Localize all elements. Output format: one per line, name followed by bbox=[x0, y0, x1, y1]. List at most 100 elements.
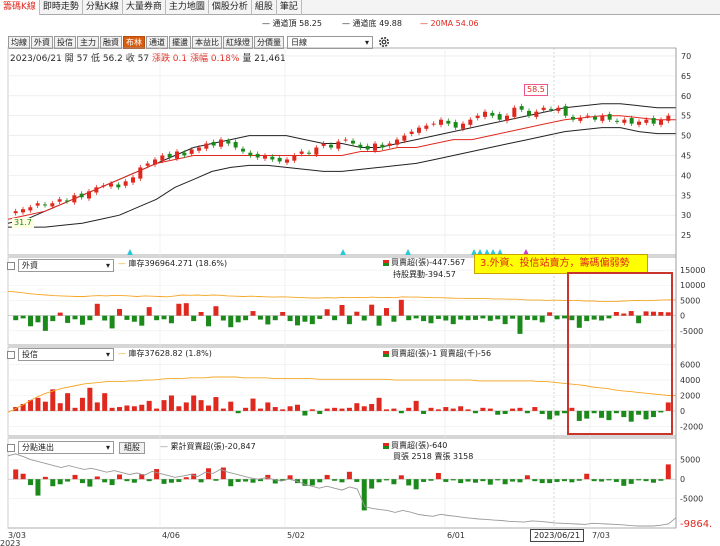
btn-price-volume[interactable]: 分價量 bbox=[254, 35, 284, 49]
flow-bar bbox=[346, 315, 352, 325]
legend-lower-band: — 通道底 49.88 bbox=[342, 19, 402, 28]
candle-body bbox=[666, 115, 671, 121]
flow-bar bbox=[87, 479, 93, 487]
candle-body bbox=[629, 118, 634, 124]
flow-bar bbox=[139, 315, 145, 326]
tab-main-map[interactable]: 主力地圖 bbox=[166, 0, 209, 15]
flow-bar bbox=[109, 479, 115, 486]
flow-bar bbox=[465, 409, 471, 411]
flow-bar bbox=[443, 407, 449, 411]
flow-bar bbox=[287, 315, 293, 322]
foreign-buy-value: 買賣超(張)-447.567 bbox=[391, 258, 466, 267]
flow-bar bbox=[406, 407, 412, 411]
branch-select[interactable]: 分點進出 ▾ bbox=[18, 441, 114, 454]
tab-major-brokers[interactable]: 大量券商 bbox=[123, 0, 166, 15]
tab-stock-analysis[interactable]: 個股分析 bbox=[209, 0, 252, 15]
flow-bar bbox=[376, 315, 382, 326]
flow-bar bbox=[391, 479, 397, 485]
flow-bar bbox=[613, 479, 619, 482]
flow-bar bbox=[443, 479, 449, 482]
flow-bar bbox=[547, 479, 553, 484]
foreign-select[interactable]: 外資 ▾ bbox=[18, 259, 114, 272]
flow-bar bbox=[87, 315, 93, 321]
btn-channel[interactable]: 通道 bbox=[146, 35, 168, 49]
info-change: 漲跌 0.1 bbox=[151, 54, 188, 64]
flow-bar bbox=[495, 410, 501, 415]
sub-tick-label: 15000 bbox=[680, 266, 705, 275]
btn-margin[interactable]: 融資 bbox=[100, 35, 122, 49]
btn-ma[interactable]: 均線 bbox=[8, 35, 30, 49]
flow-bar bbox=[599, 479, 605, 482]
trust-checkbox[interactable] bbox=[7, 350, 15, 359]
flow-bar bbox=[117, 474, 123, 480]
chevron-down-icon: ▾ bbox=[105, 443, 110, 452]
btn-bollinger[interactable]: 布林 bbox=[123, 35, 145, 49]
candle-body bbox=[101, 185, 106, 187]
flow-bar bbox=[131, 406, 137, 411]
gear-icon[interactable] bbox=[377, 35, 391, 49]
date-tick-label: 7/03 bbox=[592, 531, 610, 540]
tab-notes[interactable]: 筆記 bbox=[277, 0, 302, 15]
tab-group[interactable]: 組股 bbox=[252, 0, 277, 15]
flow-bar bbox=[220, 315, 226, 321]
btn-pe[interactable]: 本益比 bbox=[192, 35, 222, 49]
flow-bar bbox=[280, 311, 286, 316]
candle-body bbox=[600, 115, 605, 121]
flow-bar bbox=[346, 407, 352, 411]
btn-trust[interactable]: 投信 bbox=[54, 35, 76, 49]
flow-bar bbox=[524, 410, 530, 414]
candle-body bbox=[417, 127, 421, 133]
flow-bar bbox=[117, 308, 123, 316]
flow-bar bbox=[79, 397, 85, 411]
candle-body bbox=[578, 117, 583, 121]
flow-bar bbox=[265, 402, 271, 411]
trust-select-value: 投信 bbox=[22, 350, 38, 359]
flow-bar bbox=[50, 315, 56, 322]
flow-bar bbox=[502, 479, 508, 485]
sub-tick-label: 0 bbox=[680, 475, 685, 484]
flow-bar bbox=[480, 407, 486, 411]
foreign-checkbox[interactable] bbox=[7, 261, 15, 270]
info-date: 2023/06/21 bbox=[10, 54, 62, 64]
flow-bar bbox=[465, 315, 471, 321]
group-button[interactable]: 組股 bbox=[119, 441, 145, 454]
flow-bar bbox=[547, 410, 553, 420]
candle-body bbox=[336, 141, 341, 149]
flow-bar bbox=[235, 315, 241, 323]
candle-body bbox=[622, 119, 627, 123]
candle-body bbox=[255, 153, 260, 158]
tab-chip-kline[interactable]: 籌碼K線 bbox=[0, 0, 40, 15]
sub-tick-label: 4000 bbox=[680, 376, 700, 385]
flow-bar bbox=[480, 479, 486, 482]
flow-bar bbox=[161, 479, 167, 484]
btn-traffic-light[interactable]: 紅綠燈 bbox=[223, 35, 253, 49]
candle-body bbox=[263, 155, 267, 159]
tab-branch-kline[interactable]: 分點K線 bbox=[83, 0, 123, 15]
flow-bar bbox=[561, 479, 567, 482]
period-select[interactable]: 日線 ▾ bbox=[287, 35, 373, 49]
tab-intraday[interactable]: 即時走勢 bbox=[40, 0, 83, 15]
flow-bar bbox=[554, 315, 560, 320]
info-pct: 漲幅 0.18% bbox=[190, 54, 240, 64]
candle-body bbox=[248, 152, 253, 156]
sub-tick-label: -5000 bbox=[680, 495, 703, 504]
flow-bar bbox=[272, 407, 278, 411]
flow-bar bbox=[213, 306, 219, 316]
flow-bar bbox=[354, 311, 360, 316]
btn-main[interactable]: 主力 bbox=[77, 35, 99, 49]
candle-body bbox=[153, 159, 157, 165]
candle-body bbox=[659, 119, 663, 125]
foreign-panel-head: 外資 ▾ bbox=[7, 259, 114, 272]
trust-select[interactable]: 投信 ▾ bbox=[18, 348, 114, 361]
btn-oscillator[interactable]: 擺盪 bbox=[169, 35, 191, 49]
flow-bar bbox=[228, 315, 234, 328]
candle-body bbox=[65, 200, 69, 202]
price-tick-label: 60 bbox=[681, 92, 691, 101]
flow-bar bbox=[524, 315, 530, 320]
branch-checkbox[interactable] bbox=[7, 443, 15, 452]
flow-bar bbox=[13, 407, 19, 411]
btn-foreign[interactable]: 外資 bbox=[31, 35, 53, 49]
candle-body bbox=[57, 199, 62, 202]
panel-frame bbox=[7, 47, 677, 256]
candle-body bbox=[292, 155, 297, 161]
